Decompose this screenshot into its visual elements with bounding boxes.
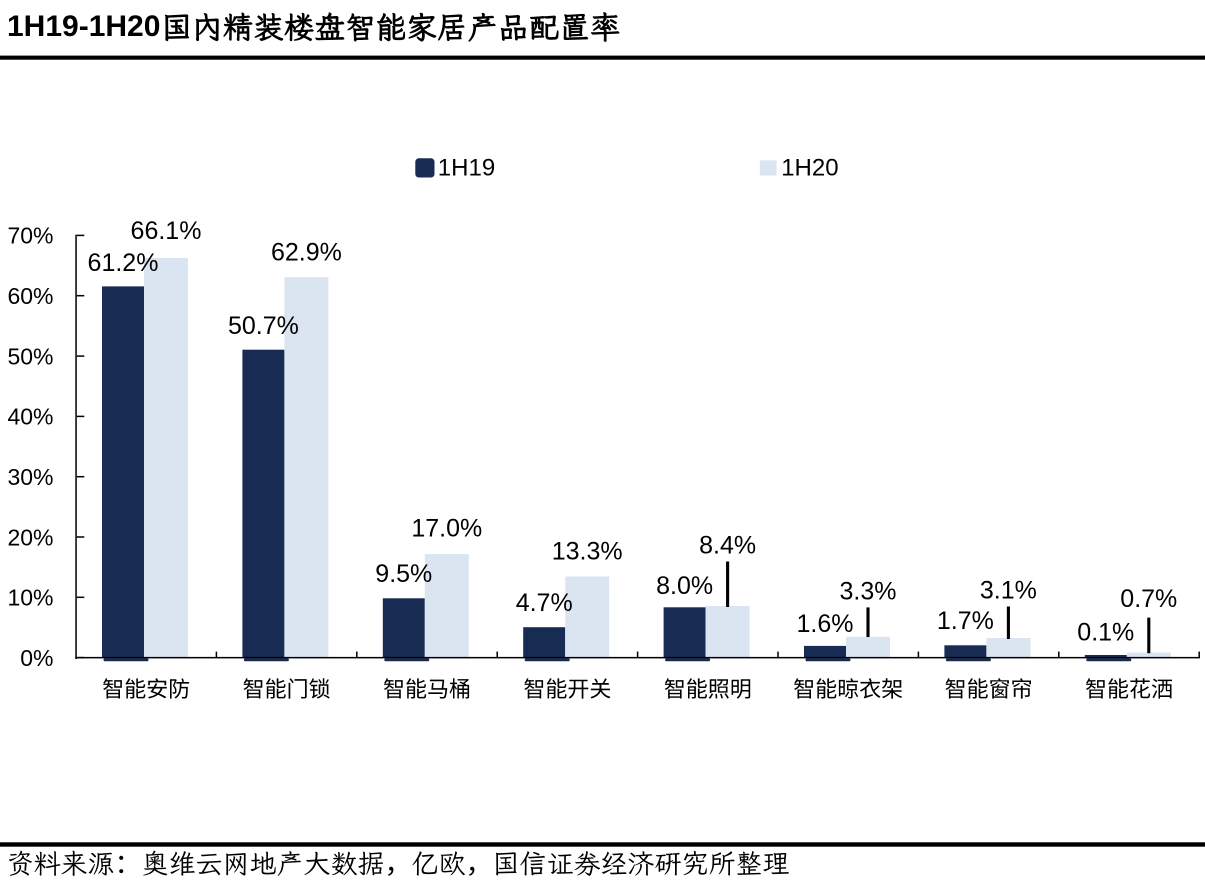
svg-text:1.7%: 1.7% (937, 607, 994, 635)
svg-text:50.7%: 50.7% (228, 312, 299, 340)
svg-text:8.4%: 8.4% (699, 532, 756, 560)
svg-text:30%: 30% (7, 464, 53, 490)
svg-text:0.7%: 0.7% (1120, 585, 1177, 613)
svg-text:1H19-1H20: 1H19-1H20 (7, 10, 160, 43)
svg-text:3.1%: 3.1% (980, 577, 1037, 605)
svg-text:50%: 50% (7, 343, 53, 369)
svg-text:10%: 10% (7, 585, 53, 611)
svg-text:0.1%: 0.1% (1077, 619, 1134, 647)
svg-text:8.0%: 8.0% (656, 572, 713, 600)
svg-text:9.5%: 9.5% (375, 560, 432, 588)
svg-text:17.0%: 17.0% (411, 515, 482, 543)
svg-text:1.6%: 1.6% (797, 610, 854, 638)
svg-text:40%: 40% (7, 404, 53, 430)
svg-text:20%: 20% (7, 524, 53, 550)
svg-text:1H20: 1H20 (781, 155, 838, 182)
svg-text:0%: 0% (20, 645, 53, 671)
svg-text:70%: 70% (7, 223, 53, 249)
svg-text:60%: 60% (7, 283, 53, 309)
svg-text:13.3%: 13.3% (552, 537, 623, 565)
svg-text:61.2%: 61.2% (88, 249, 159, 277)
svg-text:66.1%: 66.1% (131, 217, 202, 245)
svg-text:62.9%: 62.9% (271, 239, 342, 267)
svg-text:3.3%: 3.3% (840, 578, 897, 606)
svg-text:4.7%: 4.7% (516, 589, 573, 617)
svg-text:1H19: 1H19 (438, 155, 495, 182)
